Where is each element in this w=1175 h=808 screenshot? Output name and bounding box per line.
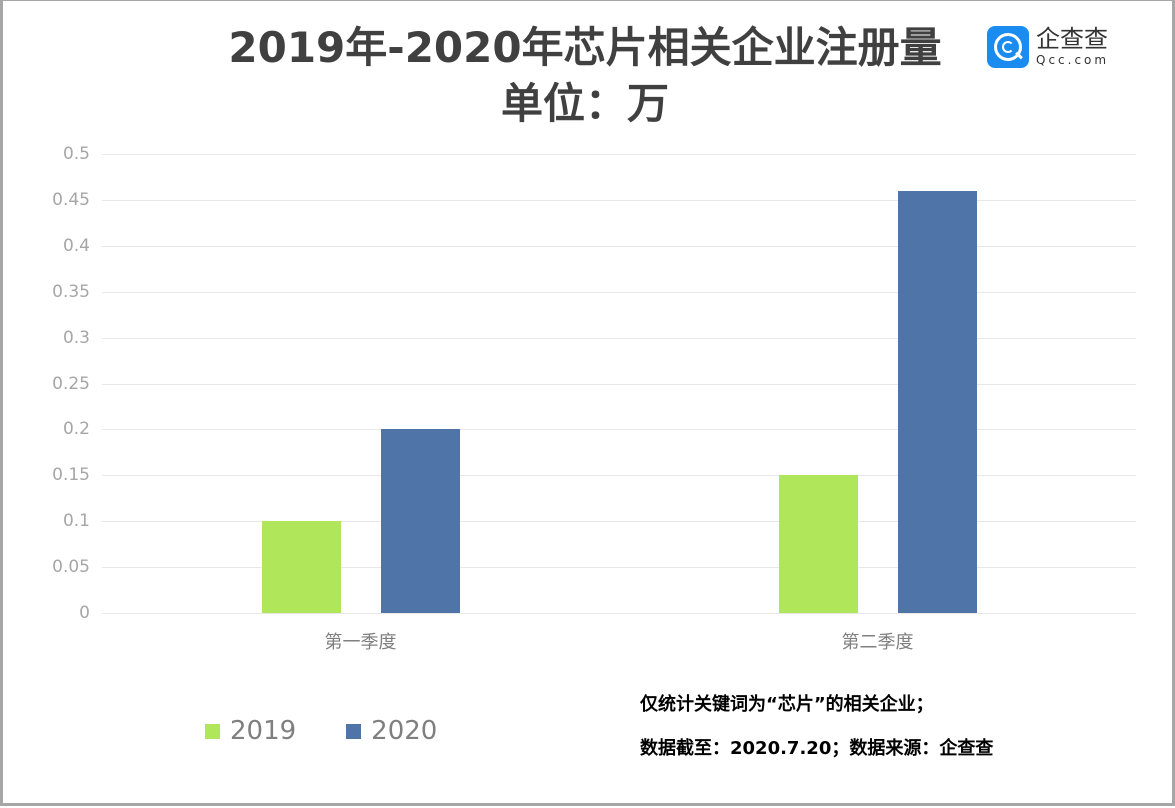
y-tick-label: 0.3 xyxy=(62,327,90,348)
logo-name-en: Qcc.com xyxy=(1036,53,1110,67)
gridline xyxy=(102,245,1136,247)
y-tick-label: 0.4 xyxy=(62,235,90,256)
gridline xyxy=(102,567,1136,569)
y-tick-label: 0.15 xyxy=(52,465,90,486)
logo-name-cn: 企查查 xyxy=(1036,25,1108,53)
legend-item-2020: 2020 xyxy=(346,716,437,746)
legend-label-2020: 2020 xyxy=(371,716,438,746)
y-tick-label: 0 xyxy=(79,603,90,623)
x-axis-label: 第二季度 xyxy=(841,632,914,653)
y-tick-label: 0.25 xyxy=(52,373,90,394)
bar-2019-q1 xyxy=(261,521,341,613)
plot-area: 0.5 0.45 0.4 0.35 0.3 0.25 0.2 0.15 0.1 0.05 0 第一季度… xyxy=(52,144,1136,653)
title-line-1: 2019年-2020年芯片相关企业注册量 xyxy=(228,23,942,72)
legend: 2019 2020 xyxy=(205,716,487,746)
y-tick-label: 0.35 xyxy=(52,281,90,302)
gridline xyxy=(102,383,1136,385)
gridline xyxy=(102,337,1136,339)
note-source: 数据截至：2020.7.20；数据来源：企查查 xyxy=(640,738,994,759)
y-tick-label: 0.2 xyxy=(62,419,90,440)
y-tick-label: 0.05 xyxy=(52,557,90,578)
legend-swatch-2020 xyxy=(346,723,362,739)
note-scope: 仅统计关键词为“芯片”的相关企业； xyxy=(640,694,934,715)
bar-2020-q2 xyxy=(897,190,977,613)
legend-item-2019: 2019 xyxy=(205,716,296,746)
gridline xyxy=(102,521,1136,523)
legend-label-2019: 2019 xyxy=(230,716,297,746)
y-tick-label: 0.1 xyxy=(62,511,90,532)
y-tick-label: 0.45 xyxy=(52,189,90,210)
y-tick-label: 0.5 xyxy=(62,144,90,164)
gridline xyxy=(102,613,1136,614)
gridline xyxy=(102,291,1136,293)
title-line-2: 单位：万 xyxy=(500,79,669,128)
gridline xyxy=(102,429,1136,431)
qcc-logo: 企查查 Qcc.com xyxy=(987,26,1109,68)
gridline xyxy=(102,199,1136,201)
gridline xyxy=(102,475,1136,477)
chart-title: 2019年-2020年芯片相关企业注册量 单位：万 xyxy=(180,20,990,132)
bar-2020-q1 xyxy=(380,429,460,613)
qcc-logo-icon xyxy=(987,26,1029,68)
legend-swatch-2019 xyxy=(205,723,220,739)
bar-2019-q2 xyxy=(778,475,858,613)
x-axis-label: 第一季度 xyxy=(324,632,397,653)
gridline xyxy=(102,154,1136,155)
